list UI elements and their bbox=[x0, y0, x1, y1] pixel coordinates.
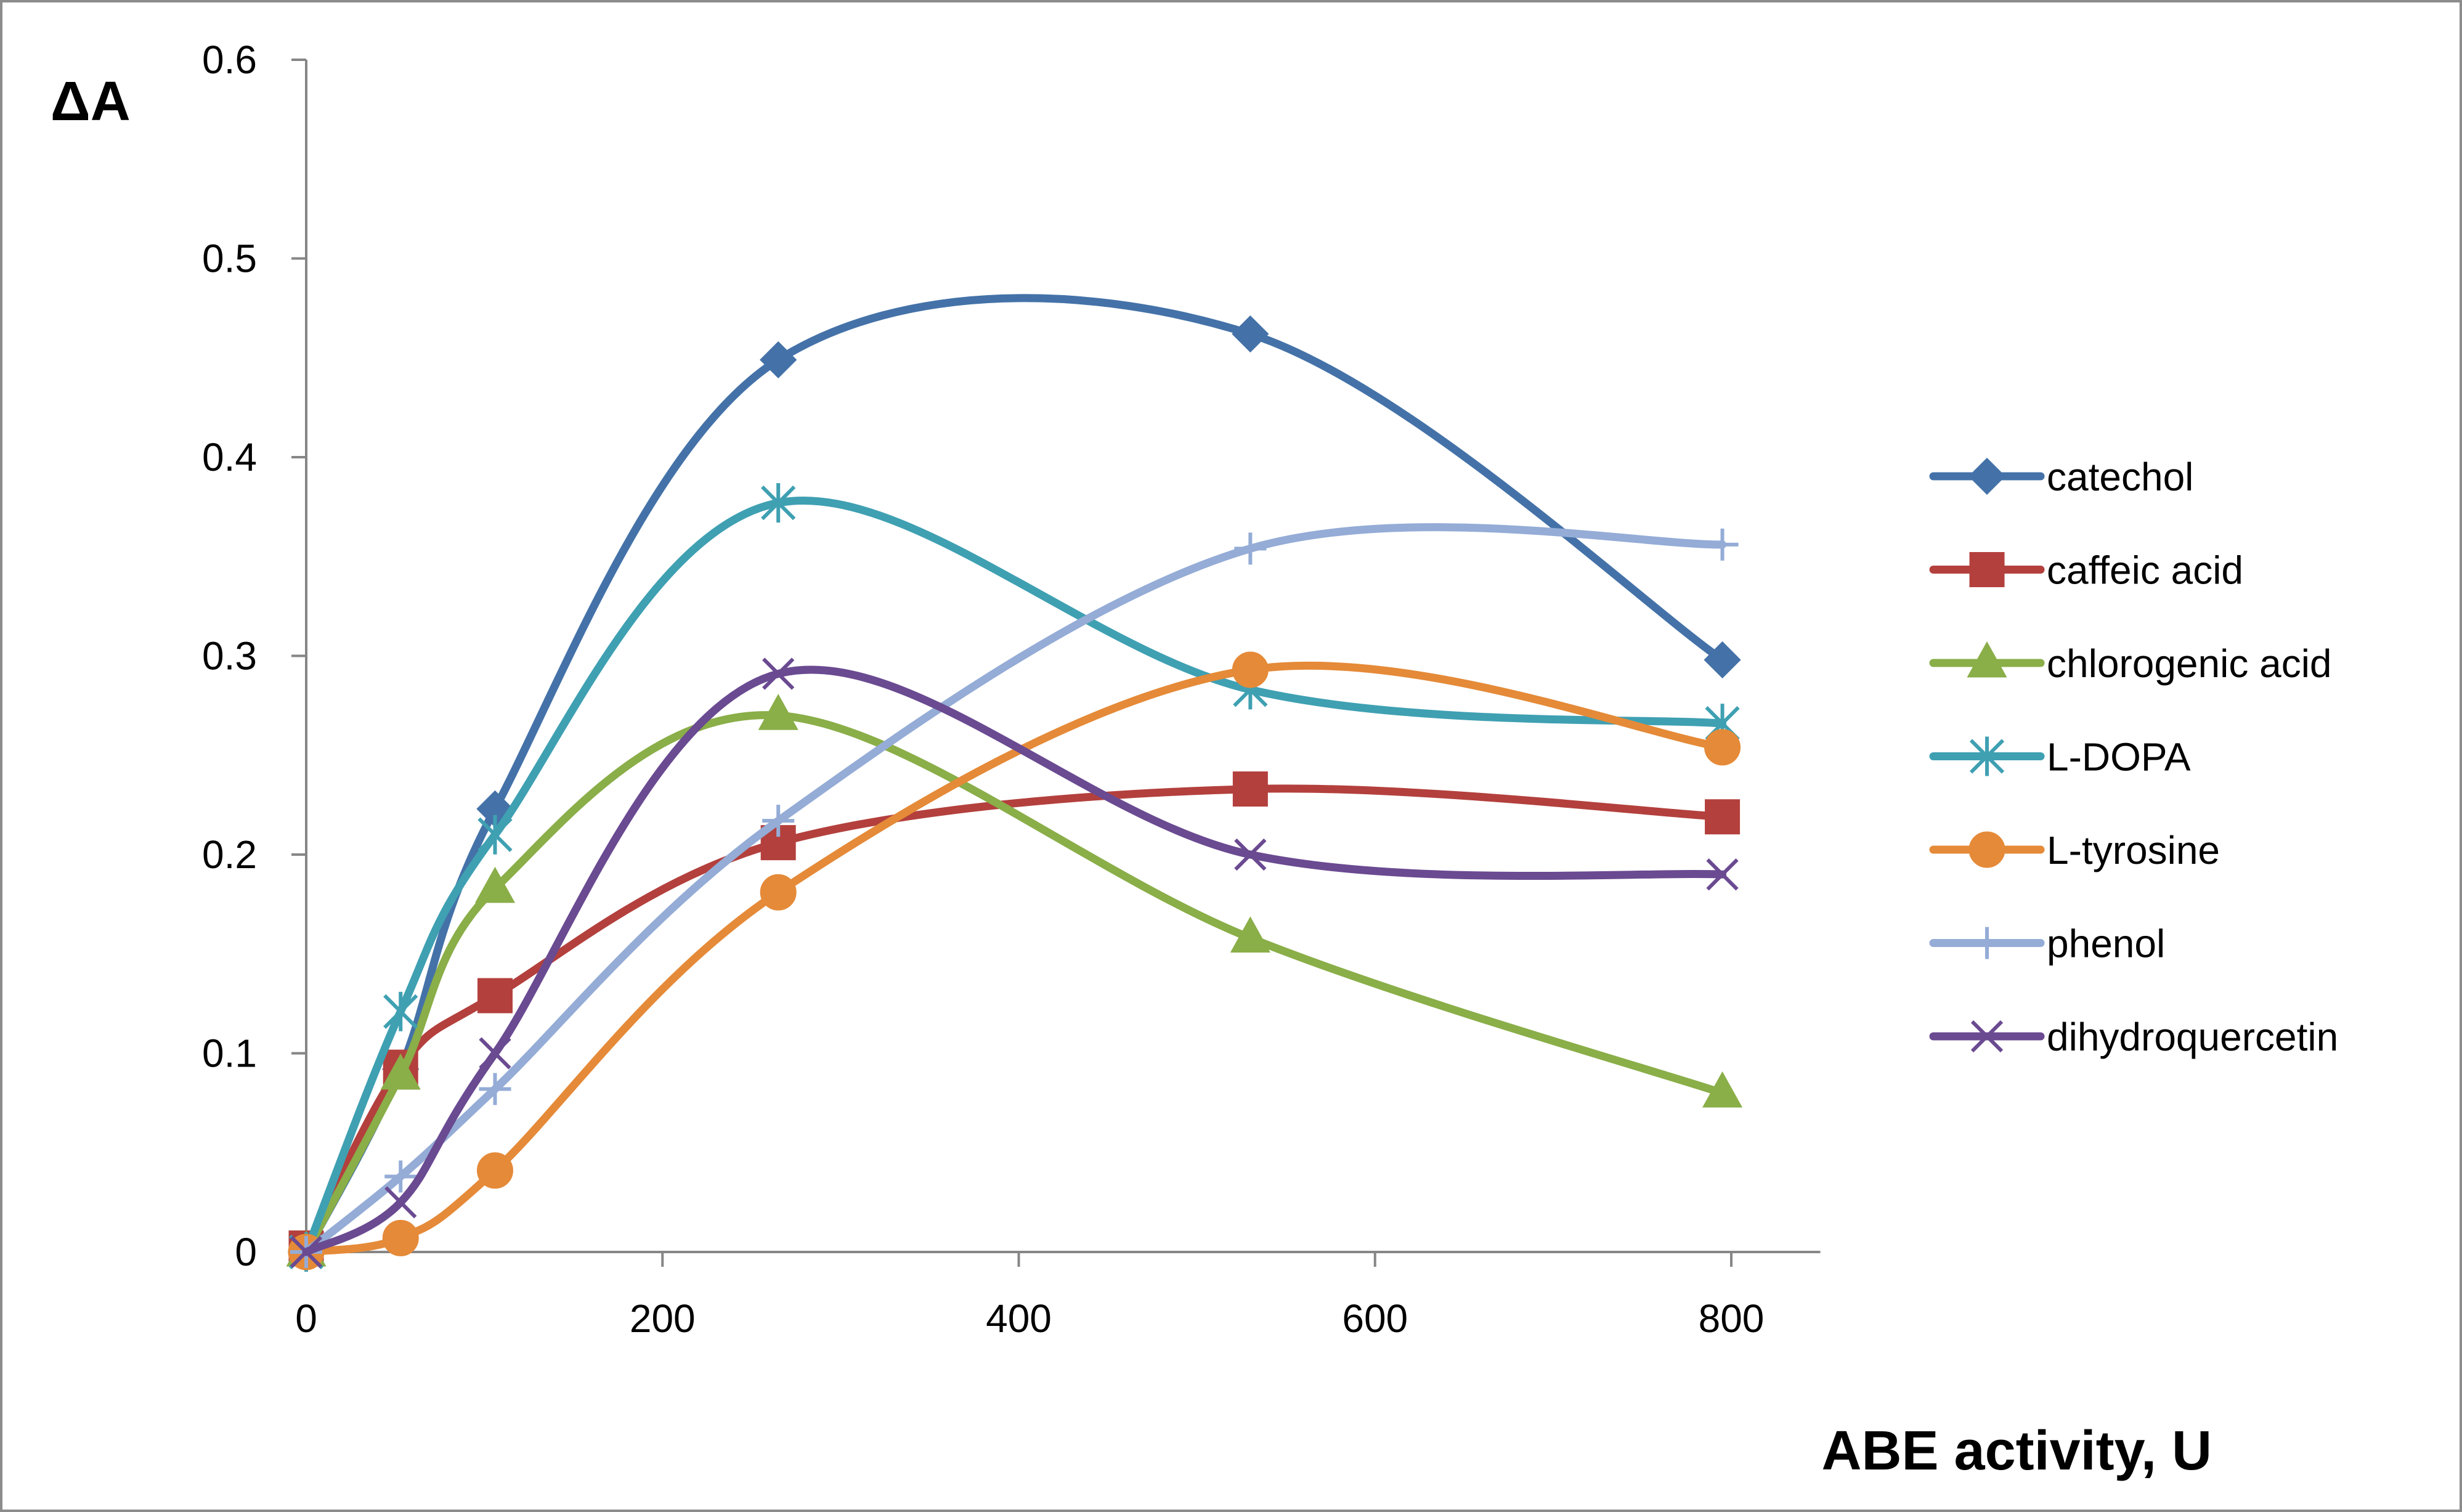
legend-item-chlorogenic-acid: chlorogenic acid bbox=[1929, 641, 2332, 686]
data-point-l-tyrosine bbox=[1232, 651, 1269, 688]
data-point-dihydroquercetin bbox=[1234, 838, 1267, 871]
y-axis-title: ΔA bbox=[51, 71, 131, 132]
y-tick-label: 0.6 bbox=[202, 38, 257, 82]
data-point-catechol bbox=[1232, 315, 1269, 353]
data-point-dihydroquercetin bbox=[1706, 858, 1739, 891]
y-tick-label: 0 bbox=[235, 1230, 257, 1274]
data-point-caffeic-acid bbox=[477, 978, 513, 1014]
legend-label-chlorogenic-acid: chlorogenic acid bbox=[2047, 641, 2332, 686]
data-point-dihydroquercetin bbox=[384, 1186, 417, 1219]
legend-label-catechol: catechol bbox=[2047, 455, 2193, 499]
data-point-l-tyrosine bbox=[476, 1152, 513, 1189]
y-tick-label: 0.4 bbox=[202, 435, 257, 479]
data-point-chlorogenic-acid bbox=[380, 1053, 421, 1090]
legend-item-dihydroquercetin: dihydroquercetin bbox=[1929, 1015, 2338, 1059]
axes: 0 0.1 0.2 0.3 0.4 0.5 0.6 0 200 400 600 800 bbox=[202, 38, 1821, 1341]
legend-item-l-tyrosine: L-tyrosine bbox=[1929, 828, 2220, 872]
data-point-l-tyrosine bbox=[382, 1219, 419, 1256]
data-point-chlorogenic-acid bbox=[474, 866, 516, 903]
legend-item-catechol: catechol bbox=[1929, 455, 2193, 499]
y-tick-label: 0.1 bbox=[202, 1031, 257, 1076]
legend-label-dihydroquercetin: dihydroquercetin bbox=[2047, 1015, 2338, 1059]
data-point-chlorogenic-acid bbox=[758, 694, 798, 730]
series-phenol bbox=[290, 523, 1739, 1268]
y-tick-label: 0.5 bbox=[202, 237, 257, 281]
y-tick-label: 0.2 bbox=[202, 832, 257, 877]
data-point-l-dopa bbox=[383, 991, 418, 1031]
data-point-catechol bbox=[1704, 641, 1741, 679]
legend-item-phenol: phenol bbox=[1929, 922, 2165, 966]
series-line-dihydroquercetin bbox=[302, 665, 1727, 1256]
legend-item-caffeic-acid: caffeic acid bbox=[1929, 548, 2243, 593]
legend-marker-l-dopa bbox=[1969, 736, 2005, 776]
x-tick-label: 600 bbox=[1342, 1296, 1408, 1341]
data-point-caffeic-acid bbox=[1705, 799, 1741, 835]
data-point-chlorogenic-acid bbox=[1702, 1071, 1743, 1108]
legend-item-l-dopa: L-DOPA bbox=[1929, 735, 2191, 779]
data-point-phenol bbox=[1706, 528, 1739, 561]
legend: catechol caffeic acid chlorogenic acid L-DO… bbox=[1929, 455, 2338, 1059]
series-dihydroquercetin bbox=[290, 657, 1739, 1269]
legend-marker-chlorogenic-acid bbox=[1967, 641, 2007, 678]
x-tick-label: 0 bbox=[295, 1296, 317, 1341]
y-tick-label: 0.3 bbox=[202, 634, 257, 678]
data-point-dihydroquercetin bbox=[479, 1037, 511, 1070]
plot-area bbox=[286, 294, 1743, 1272]
data-point-phenol bbox=[762, 805, 795, 837]
x-axis-title: ABE activity, U bbox=[1821, 1420, 2212, 1482]
x-tick-label: 800 bbox=[1699, 1296, 1765, 1341]
data-point-phenol bbox=[479, 1073, 511, 1105]
legend-label-l-tyrosine: L-tyrosine bbox=[2047, 828, 2220, 872]
legend-label-l-dopa: L-DOPA bbox=[2047, 735, 2191, 779]
data-point-l-dopa bbox=[477, 815, 513, 855]
legend-marker-l-tyrosine bbox=[1968, 831, 2005, 868]
data-point-caffeic-acid bbox=[1232, 771, 1268, 807]
data-point-phenol bbox=[384, 1160, 417, 1193]
data-point-dihydroquercetin bbox=[762, 657, 795, 690]
legend-marker-catechol bbox=[1968, 457, 2006, 495]
legend-marker-phenol bbox=[1971, 927, 2003, 959]
legend-marker-caffeic-acid bbox=[1969, 552, 2005, 587]
data-point-l-tyrosine bbox=[760, 874, 797, 911]
data-point-catechol bbox=[760, 341, 797, 379]
x-tick-label: 400 bbox=[986, 1296, 1052, 1341]
data-point-l-tyrosine bbox=[1704, 729, 1741, 766]
x-tick-label: 200 bbox=[630, 1296, 696, 1341]
legend-label-phenol: phenol bbox=[2047, 922, 2165, 966]
data-point-l-dopa bbox=[761, 483, 796, 523]
legend-marker-dihydroquercetin bbox=[1970, 1020, 2004, 1053]
data-point-phenol bbox=[1234, 532, 1267, 565]
data-point-dihydroquercetin bbox=[290, 1235, 323, 1269]
legend-label-caffeic-acid: caffeic acid bbox=[2047, 548, 2243, 593]
data-point-chlorogenic-acid bbox=[1230, 916, 1270, 953]
